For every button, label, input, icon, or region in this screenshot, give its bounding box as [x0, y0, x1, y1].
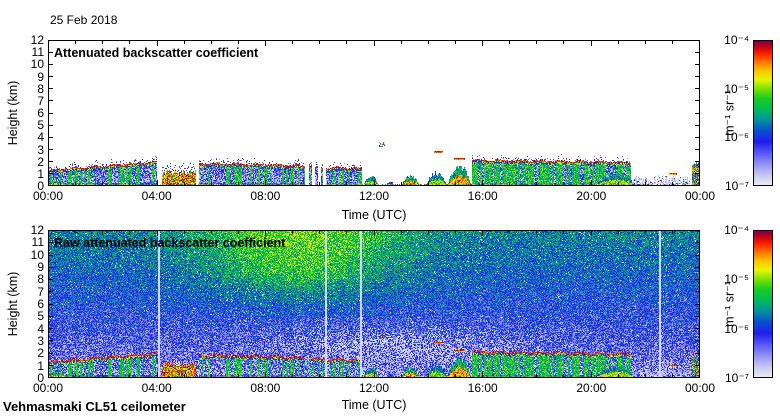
y-tick-label: 12 — [30, 223, 44, 237]
y-tick-label: 0 — [37, 179, 44, 193]
panel-title-raw: Raw attenuated backscatter coefficient — [54, 236, 286, 250]
y-tick-label: 7 — [37, 93, 44, 108]
x-tick-label: 00:00 — [684, 189, 716, 203]
y-tick-label: 10 — [30, 247, 44, 262]
y-tick-label: 3 — [37, 334, 44, 348]
x-tick-label: 08:00 — [250, 381, 281, 395]
y-tick-label: 4 — [37, 321, 44, 336]
x-axis-label-raw: Time (UTC) — [341, 398, 407, 412]
y-tick-label: 11 — [31, 235, 44, 250]
y-tick-label: 1 — [37, 358, 44, 373]
raw-backscatter-heatmap — [48, 230, 700, 378]
x-tick-label: 00:00 — [32, 381, 64, 395]
x-tick-label: 20:00 — [576, 189, 607, 203]
x-tick-label: 12:00 — [358, 381, 390, 395]
x-tick-label: 16:00 — [467, 381, 498, 395]
y-tick-label: 3 — [37, 142, 44, 157]
x-tick-label: 00:00 — [32, 189, 64, 203]
y-tick-label: 9 — [37, 260, 44, 274]
colorbar-tick-label: 10⁻⁴ — [724, 33, 749, 47]
colorbar-units-label-processed: m⁻¹ sr⁻¹ — [722, 90, 737, 136]
instrument-label: Vehmasmaki CL51 ceilometer — [3, 399, 186, 414]
y-tick-label: 8 — [37, 81, 44, 96]
y-tick-label: 9 — [37, 69, 44, 84]
colorbar-units-label-raw: m⁻¹ sr⁻¹ — [722, 281, 737, 327]
x-tick-label: 16:00 — [467, 189, 498, 203]
x-tick-label: 00:00 — [684, 381, 716, 395]
colorbar-tick-label: 10⁻⁵ — [724, 81, 749, 96]
x-tick-label: 08:00 — [250, 189, 281, 203]
y-tick-label: 10 — [30, 57, 44, 72]
x-tick-label: 20:00 — [576, 381, 607, 395]
y-tick-label: 5 — [37, 118, 44, 133]
colorbar-tick-label: 10⁻⁷ — [724, 371, 749, 385]
colorbar-tick-label: 10⁻⁷ — [724, 179, 749, 193]
y-tick-label: 2 — [37, 154, 44, 169]
y-tick-label: 11 — [31, 45, 44, 60]
y-tick-label: 0 — [37, 371, 44, 385]
y-tick-label: 7 — [37, 284, 44, 299]
y-tick-label: 6 — [37, 106, 44, 120]
x-axis-label-processed: Time (UTC) — [341, 208, 407, 222]
y-tick-label: 12 — [30, 33, 44, 47]
colorbar-tick-label: 10⁻⁵ — [724, 272, 749, 287]
x-tick-label: 04:00 — [141, 381, 172, 395]
y-tick-label: 5 — [37, 309, 44, 324]
panel-title-processed: Attenuated backscatter coefficient — [54, 46, 259, 60]
y-tick-label: 4 — [37, 130, 44, 145]
colorbar-tick-label: 10⁻⁶ — [724, 130, 749, 145]
x-tick-label: 12:00 — [358, 189, 390, 203]
colorbar-processed — [753, 40, 773, 186]
colorbar-raw — [753, 230, 773, 378]
y-tick-label: 1 — [37, 166, 44, 181]
y-tick-label: 6 — [37, 297, 44, 311]
processed-backscatter-heatmap — [48, 40, 700, 186]
x-tick-label: 04:00 — [141, 189, 172, 203]
date-label: 25 Feb 2018 — [50, 13, 118, 27]
colorbar-tick-label: 10⁻⁶ — [724, 321, 749, 336]
colorbar-tick-label: 10⁻⁴ — [724, 223, 749, 237]
y-tick-label: 8 — [37, 272, 44, 287]
y-tick-label: 2 — [37, 346, 44, 361]
